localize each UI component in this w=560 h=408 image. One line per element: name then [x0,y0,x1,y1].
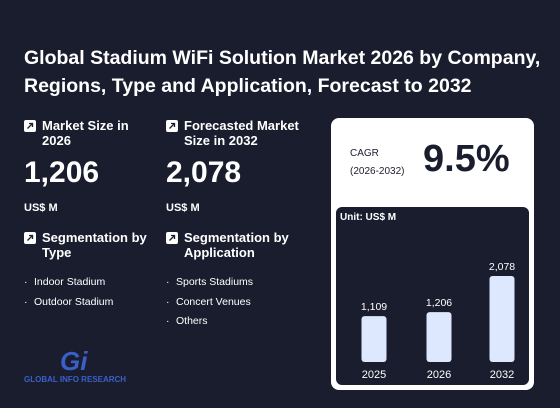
tick-label-2026: 2026 [427,369,451,381]
bar-chart: Unit: US$ M 1,109 2025 1,206 2026 2,078 2032 [336,207,529,385]
cagr-label: CAGR (2026-2032) [350,145,404,181]
market-size-unit: US$ M [24,202,58,214]
page-title: Global Stadium WiFi Solution Market 2026… [24,47,541,97]
segmentation-type: Segmentation by Type Indoor Stadium Outd… [24,230,154,312]
arrow-up-right-icon [166,120,178,132]
arrow-up-right-icon [24,120,36,132]
list-item: Sports Stadiums [166,273,316,293]
logo-text: GLOBAL INFO RESEARCH [24,375,127,384]
segmentation-application-list: Sports Stadiums Concert Venues Others [166,273,316,332]
arrow-up-right-icon [166,232,178,244]
logo-mark: Gi [60,346,88,376]
cagr-label-line1: CAGR [350,148,379,159]
forecast-size-label: Forecasted Market Size in 2032 [184,118,299,148]
bar-chart-svg: 1,109 2025 1,206 2026 2,078 2032 [361,261,515,381]
data-label-2025: 1,109 [361,301,387,313]
forecast-size-stat: Forecasted Market Size in 2032 2,078 US$… [166,118,316,214]
tick-label-2025: 2025 [362,369,386,381]
list-item: Concert Venues [166,293,316,313]
cagr-value: 9.5% [423,138,510,180]
data-label-2026: 1,206 [426,297,452,309]
list-item: Others [166,312,316,332]
market-size-value: 1,206 [24,156,100,189]
list-item: Outdoor Stadium [24,293,154,313]
forecast-size-unit: US$ M [166,202,200,214]
bar-2026 [426,312,452,362]
forecast-size-value: 2,078 [166,156,242,189]
list-item: Indoor Stadium [24,273,154,293]
market-size-label: Market Size in 2026 [42,118,129,148]
data-label-2032: 2,078 [489,261,515,273]
segmentation-type-list: Indoor Stadium Outdoor Stadium [24,273,154,312]
segmentation-application-label: Segmentation by Application [184,230,289,260]
cagr-card: CAGR (2026-2032) 9.5% Unit: US$ M 1,109 2… [331,118,534,390]
market-size-stat: Market Size in 2026 1,206 US$ M [24,118,154,214]
cagr-label-line2: (2026-2032) [350,166,405,177]
segmentation-application: Segmentation by Application Sports Stadi… [166,230,316,332]
tick-label-2032: 2032 [490,369,514,381]
bar-2025 [361,316,387,362]
arrow-up-right-icon [24,232,36,244]
bar-2032 [489,276,515,362]
chart-unit-label: Unit: US$ M [340,212,397,223]
segmentation-type-label: Segmentation by Type [42,230,147,260]
